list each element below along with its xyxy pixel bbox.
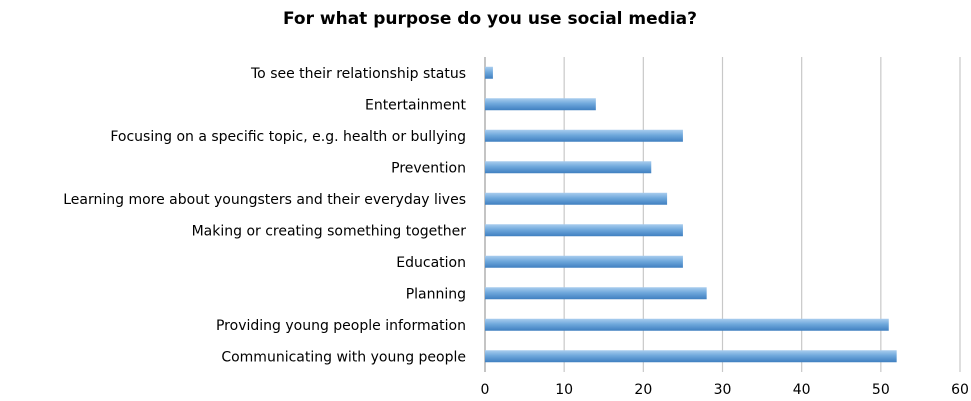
- x-tick-label: 40: [793, 382, 811, 398]
- bar: [485, 161, 652, 174]
- category-label: Entertainment: [365, 97, 467, 113]
- bar: [485, 318, 889, 331]
- category-label: Planning: [406, 286, 466, 302]
- x-tick-label: 0: [481, 382, 490, 398]
- x-tick-label: 50: [872, 382, 890, 398]
- bar: [485, 350, 897, 363]
- category-label: Prevention: [391, 160, 466, 176]
- bar: [485, 255, 683, 268]
- category-label: Focusing on a specific topic, e.g. healt…: [110, 129, 466, 145]
- chart-title: For what purpose do you use social media…: [283, 9, 697, 29]
- category-label: Education: [396, 255, 466, 271]
- bar: [485, 66, 493, 79]
- category-label: Communicating with young people: [221, 349, 466, 365]
- bar: [485, 98, 596, 111]
- x-tick-label: 60: [951, 382, 969, 398]
- bar: [485, 129, 683, 142]
- category-label: Providing young people information: [216, 318, 466, 334]
- category-label: Making or creating something together: [192, 223, 467, 239]
- bar: [485, 192, 668, 205]
- bar: [485, 224, 683, 237]
- x-tick-label: 30: [714, 382, 732, 398]
- x-tick-label: 10: [555, 382, 573, 398]
- bar: [485, 287, 707, 300]
- category-label: Learning more about youngsters and their…: [63, 192, 466, 208]
- category-label: To see their relationship status: [250, 66, 466, 82]
- x-tick-label: 20: [634, 382, 652, 398]
- x-tick-labels: 0 10 20 30 40 50 60: [481, 382, 969, 398]
- bars: [485, 66, 897, 363]
- category-labels: To see their relationship status Entertai…: [63, 66, 466, 366]
